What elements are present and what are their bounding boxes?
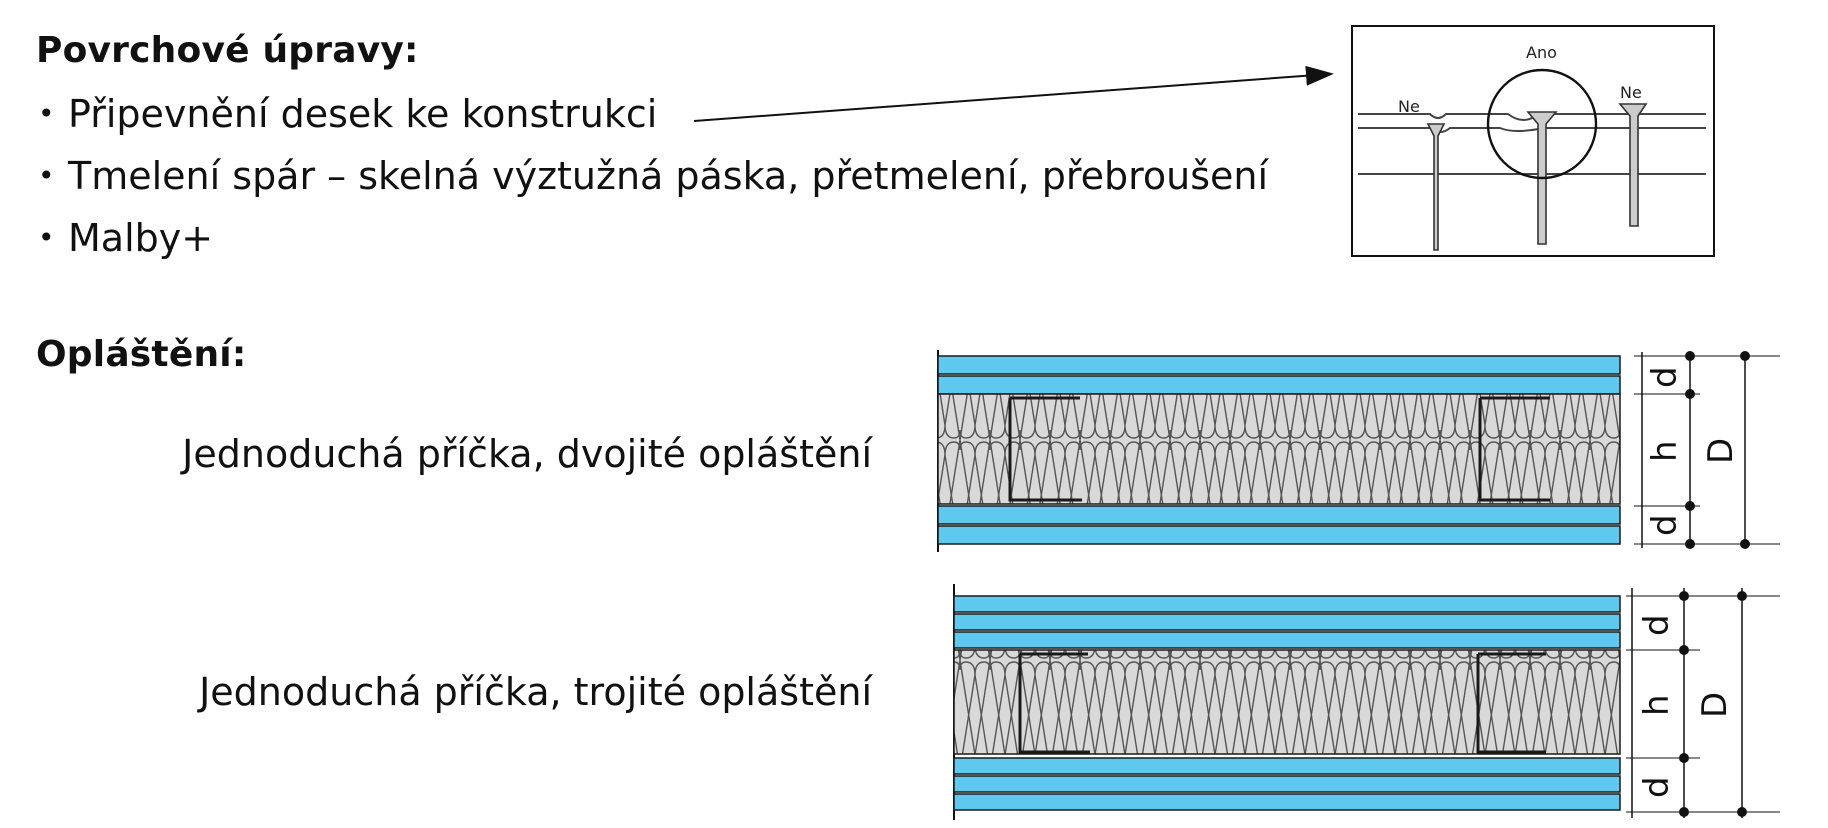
screw-detail-image: Ne Ano Ne bbox=[1351, 25, 1715, 257]
dim-label-d-bottom: d bbox=[1637, 776, 1677, 798]
bullet-icon: • bbox=[38, 97, 55, 130]
dim-label-d-bottom: d bbox=[1645, 514, 1685, 536]
list-item: • Připevnění desek ke konstrukci bbox=[38, 88, 1268, 150]
dim-label-h: h bbox=[1637, 694, 1677, 716]
surface-finishes-list: • Připevnění desek ke konstrukci • Tmelení… bbox=[38, 88, 1268, 274]
double-cladding-wall-diagram: d h d D bbox=[937, 350, 1780, 552]
triple-cladding-caption: Jednoduchá příčka, trojité opláštění bbox=[199, 670, 872, 714]
dim-label-h: h bbox=[1645, 440, 1685, 462]
dim-label-D: D bbox=[1701, 438, 1741, 464]
list-item: • Malby+ bbox=[38, 212, 1268, 274]
list-item-text: Připevnění desek ke konstrukci bbox=[68, 92, 658, 136]
dim-label-D: D bbox=[1695, 692, 1735, 718]
pointer-arrow bbox=[693, 65, 1334, 122]
bullet-icon: • bbox=[38, 221, 55, 254]
screw-label-wrong-right: Ne bbox=[1620, 83, 1642, 102]
surface-finishes-heading: Povrchové úpravy: bbox=[36, 30, 419, 71]
list-item-text: Tmelení spár – skelná výztužná páska, př… bbox=[68, 154, 1269, 198]
list-item-text: Malby+ bbox=[68, 216, 214, 260]
screw-label-wrong-left: Ne bbox=[1398, 97, 1420, 116]
dim-label-d-top: d bbox=[1645, 366, 1685, 388]
dim-label-d-top: d bbox=[1637, 614, 1677, 636]
triple-cladding-wall-diagram: d h d D bbox=[953, 584, 1780, 820]
list-item: • Tmelení spár – skelná výztužná páska, p… bbox=[38, 150, 1268, 212]
bullet-icon: • bbox=[38, 159, 55, 192]
double-cladding-caption: Jednoduchá příčka, dvojité opláštění bbox=[182, 432, 872, 476]
screw-label-correct: Ano bbox=[1526, 43, 1557, 62]
cladding-heading: Opláštění: bbox=[36, 334, 247, 375]
